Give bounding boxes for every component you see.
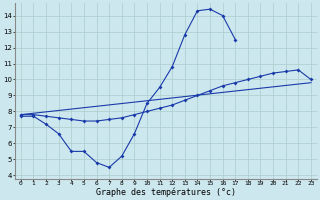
X-axis label: Graphe des températures (°c): Graphe des températures (°c) [96,188,236,197]
